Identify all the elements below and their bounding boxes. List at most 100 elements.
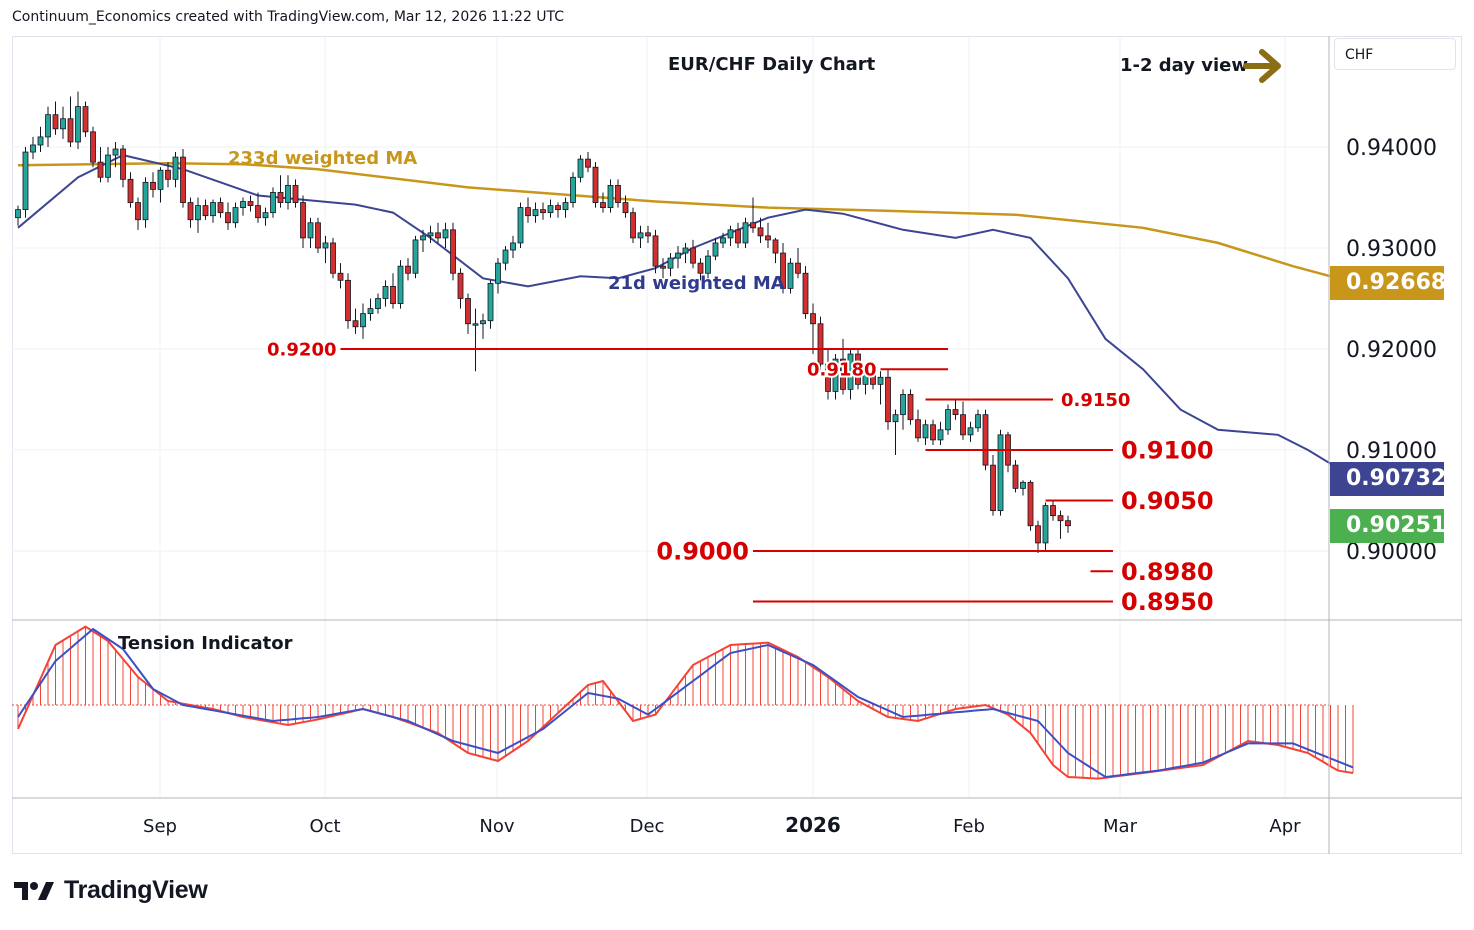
candle-body-down	[750, 222, 756, 229]
x-tick-label: Mar	[1103, 816, 1138, 837]
candle-body-down	[1027, 481, 1034, 527]
candle-body-up	[172, 156, 179, 180]
candle-body-up	[367, 308, 374, 315]
candle	[45, 106, 51, 147]
level-0.9100: 0.9100	[925, 435, 1216, 467]
x-tick-label: Dec	[630, 816, 665, 837]
candle-body-down	[292, 184, 299, 203]
level-label: 0.9000	[656, 538, 749, 566]
level-label: 0.8950	[1121, 588, 1214, 616]
candle	[780, 242, 786, 294]
candle	[255, 192, 261, 223]
candle-body-down	[990, 464, 996, 511]
candle	[547, 199, 554, 218]
candle-body-up	[307, 222, 314, 239]
candle-body-down	[330, 242, 336, 274]
candle-body-down	[315, 222, 321, 249]
candle-body-down	[930, 424, 936, 441]
candle-body-up	[562, 202, 569, 211]
candle-body-down	[952, 409, 959, 416]
price-tag-ma233: 0.92668	[1330, 266, 1446, 300]
candle-body-up	[847, 353, 854, 390]
candle-body-up	[900, 394, 906, 416]
candle	[877, 371, 884, 405]
candle-body-up	[480, 320, 486, 325]
candle	[532, 202, 539, 223]
candle-body-up	[720, 237, 726, 244]
chart-frame	[12, 36, 1462, 854]
candle-body-down	[757, 227, 764, 237]
candle-body-up	[577, 158, 584, 178]
tradingview-logo[interactable]: TradingView	[14, 876, 208, 905]
candle	[150, 172, 156, 198]
candle-body-up	[637, 232, 644, 239]
candle	[825, 349, 831, 400]
candle-body-down	[337, 272, 344, 281]
candle-body-up	[240, 201, 246, 208]
candle-body-up	[442, 229, 449, 239]
candle-body-down	[82, 106, 89, 133]
attribution-header: Continuum_Economics created with Trading…	[12, 9, 565, 25]
candle-body-up	[15, 209, 21, 219]
y-tick-label: 0.93000	[1346, 237, 1437, 262]
level-label: 0.9180	[807, 360, 876, 381]
y-tick-label: 0.92000	[1346, 338, 1437, 363]
candle	[105, 147, 111, 183]
candle	[502, 245, 509, 271]
candle	[165, 162, 171, 188]
candle-body-up	[922, 424, 929, 439]
candle	[180, 149, 186, 208]
currency-selector[interactable]: CHF	[1334, 38, 1456, 70]
candle	[472, 308, 479, 372]
candle	[697, 258, 704, 281]
candle-body-up	[532, 209, 539, 217]
candle-body-down	[840, 358, 846, 390]
candle-body-up	[285, 184, 291, 203]
candle-body-down	[735, 229, 741, 244]
candle	[847, 349, 854, 400]
candle-body-up	[60, 118, 66, 130]
candle-body-down	[217, 202, 224, 214]
candle-body-up	[975, 414, 981, 429]
candle-body-up	[322, 242, 329, 249]
x-tick-label: Nov	[479, 816, 514, 837]
candle-body-down	[622, 202, 629, 214]
candle	[480, 313, 486, 339]
level-0.9000: 0.9000	[654, 536, 1113, 568]
tradingview-logo-icon	[14, 881, 54, 900]
candle	[555, 202, 561, 218]
candle-body-down	[817, 323, 824, 365]
candle-body-down	[277, 192, 284, 203]
candle	[15, 205, 21, 226]
level-label: 0.9100	[1121, 437, 1214, 465]
ma233-line	[17, 161, 1354, 284]
candle	[787, 258, 794, 294]
candle-body-down	[67, 118, 74, 143]
x-tick-label: 2026	[785, 813, 841, 837]
candle	[517, 202, 524, 248]
candle	[210, 199, 216, 223]
candle	[457, 268, 464, 309]
candle	[892, 409, 899, 456]
candle	[607, 179, 614, 213]
candle	[397, 260, 404, 309]
candle	[525, 197, 531, 223]
candle	[982, 409, 989, 471]
price-tag-last: 0.90251	[1330, 509, 1446, 543]
candle	[300, 195, 306, 248]
candle	[352, 308, 359, 334]
candle-body-down	[1065, 520, 1071, 527]
candle-body-down	[450, 229, 456, 274]
candle	[367, 298, 374, 321]
candle	[870, 367, 876, 390]
candle	[712, 237, 719, 261]
candle	[262, 207, 269, 226]
candle	[765, 222, 771, 248]
candle-body-down	[255, 205, 261, 219]
candle	[952, 399, 959, 420]
candle-body-down	[772, 239, 779, 254]
candle	[802, 266, 809, 319]
candle-body-down	[1035, 525, 1041, 544]
candle	[855, 349, 861, 390]
